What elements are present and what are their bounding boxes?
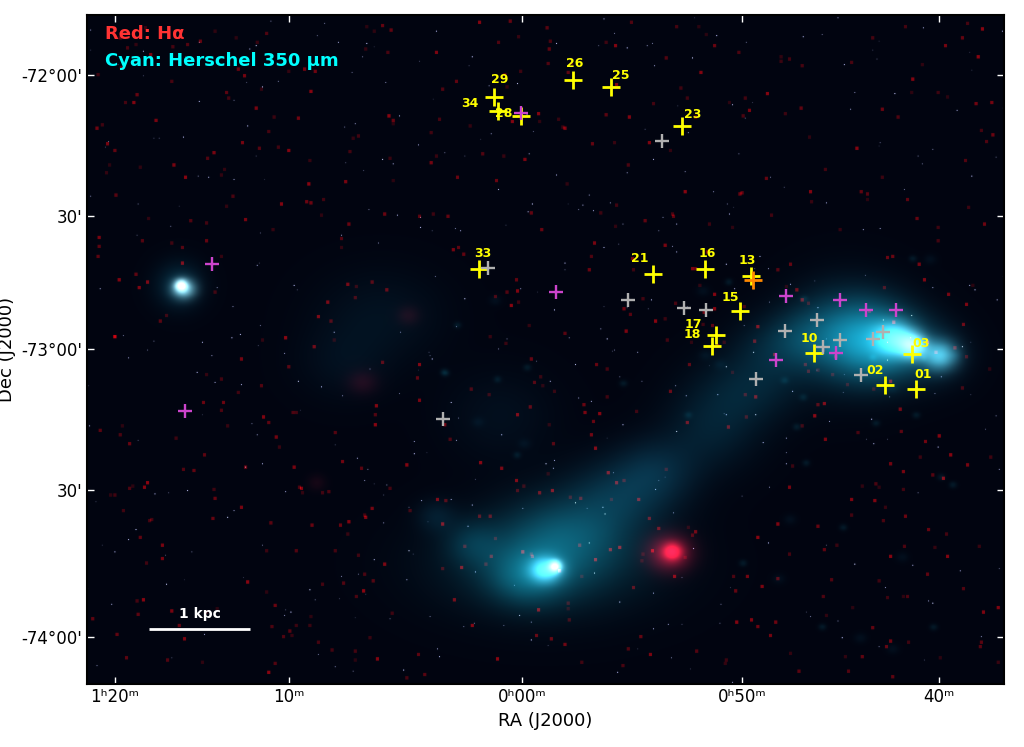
Text: 1 kpc: 1 kpc [179, 607, 221, 621]
Text: 01: 01 [914, 368, 932, 381]
Text: 15: 15 [722, 291, 739, 305]
Text: 33: 33 [474, 247, 492, 260]
Text: Cyan: Herschel 350 μm: Cyan: Herschel 350 μm [105, 52, 339, 69]
Text: 16: 16 [698, 247, 716, 260]
X-axis label: RA (J2000): RA (J2000) [498, 712, 593, 730]
Text: 02: 02 [866, 365, 884, 377]
Text: 10: 10 [801, 332, 818, 344]
Y-axis label: Dec (J2000): Dec (J2000) [0, 297, 15, 402]
Text: Red: Hα: Red: Hα [105, 25, 185, 43]
Text: 03: 03 [912, 337, 930, 350]
Text: 23: 23 [684, 108, 701, 120]
Text: 21: 21 [631, 252, 648, 265]
Text: 13: 13 [738, 254, 756, 267]
Text: 34: 34 [462, 97, 479, 110]
Text: 28: 28 [496, 107, 513, 120]
Text: 17: 17 [685, 318, 702, 331]
Text: 25: 25 [611, 69, 629, 82]
Text: 18: 18 [683, 327, 700, 341]
Text: 29: 29 [490, 72, 508, 86]
Text: 26: 26 [566, 57, 584, 69]
